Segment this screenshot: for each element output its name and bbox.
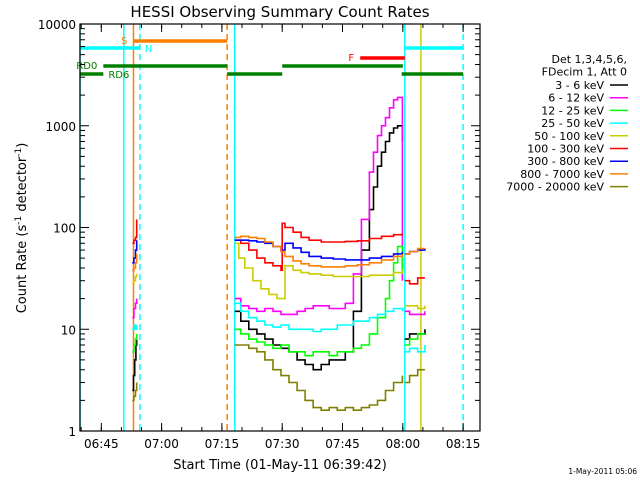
series-line-3-seg-1 xyxy=(234,302,404,333)
legend-label-6: 300 - 800 keV xyxy=(527,155,604,168)
x-axis-label: Start Time (01-May-11 06:39:42) xyxy=(173,458,387,473)
x-tick-label-0: 06:45 xyxy=(84,437,119,451)
series-line-6-seg-0 xyxy=(132,240,138,264)
series-line-4-seg-0 xyxy=(132,273,138,285)
series-line-8-seg-1 xyxy=(234,344,404,411)
series-line-8-seg-2 xyxy=(404,368,425,384)
series-line-4-seg-1 xyxy=(234,242,404,300)
axes: 06:45 07:00 07:15 07:30 07:45 08:00 08:15 1 10 10… xyxy=(38,18,481,451)
series-line-2-seg-0 xyxy=(132,333,138,353)
series-line-0-seg-0 xyxy=(132,339,138,392)
series-line-3-seg-0 xyxy=(132,324,138,331)
y-tick-label-4: 10000 xyxy=(38,18,76,32)
series-line-8-seg-0 xyxy=(132,382,138,402)
footer-timestamp: 1-May-2011 05:06 xyxy=(568,467,637,476)
y-tick-label-3: 1000 xyxy=(45,120,76,134)
status-bars: S N F RD0 RD6 xyxy=(76,36,464,81)
legend-header-1: FDecim 1, Att 0 xyxy=(542,66,627,79)
legend-header-0: Det 1,3,4,5,6, xyxy=(551,53,627,66)
status-bar-label-1: N xyxy=(145,44,152,55)
y-tick-label-2: 100 xyxy=(53,222,76,236)
series-line-7-seg-2 xyxy=(404,247,425,255)
x-tick-label-5: 08:00 xyxy=(386,437,421,451)
chart-title: HESSI Observing Summary Count Rates xyxy=(130,3,429,21)
y-tick-label-1: 10 xyxy=(61,323,76,337)
status-bar-label-3: F xyxy=(348,53,354,64)
series-line-7-seg-1 xyxy=(234,235,404,268)
series-line-2-seg-2 xyxy=(404,333,425,346)
x-tick-label-6: 08:15 xyxy=(446,437,481,451)
y-tick-label-0: 1 xyxy=(68,425,76,439)
series-line-5-seg-0 xyxy=(132,219,138,245)
series-line-3-seg-2 xyxy=(404,345,426,353)
x-tick-label-4: 07:45 xyxy=(325,437,360,451)
y-label-superscript: -1 xyxy=(14,216,24,225)
y-label-text: ) xyxy=(15,143,30,148)
y-label-text: Count Rate (s xyxy=(15,225,30,314)
series-line-2-seg-1 xyxy=(234,245,404,357)
y-label-superscript: -1 xyxy=(14,148,24,157)
legend-label-3: 25 - 50 keV xyxy=(541,117,604,130)
series-line-6-seg-1 xyxy=(234,239,404,261)
y-axis-label: Count Rate (s-1 detector-1) xyxy=(14,143,30,314)
series-line-5-seg-1 xyxy=(234,222,404,272)
series-line-4-seg-2 xyxy=(404,305,426,310)
series-line-1-seg-0 xyxy=(132,298,138,319)
series-group xyxy=(132,96,426,411)
legend-label-2: 12 - 25 keV xyxy=(541,104,604,117)
legend-label-7: 800 - 7000 keV xyxy=(520,168,604,181)
status-bar-label-6: RD6 xyxy=(108,70,129,81)
legend: Det 1,3,4,5,6,FDecim 1, Att 03 - 6 keV6 … xyxy=(506,53,628,194)
y-label-text: detector xyxy=(15,156,30,216)
legend-label-5: 100 - 300 keV xyxy=(527,143,604,156)
status-bar-label-4: RD0 xyxy=(76,61,97,72)
legend-label-1: 6 - 12 keV xyxy=(548,92,604,105)
x-tick-label-2: 07:15 xyxy=(205,437,240,451)
series-line-5-seg-2 xyxy=(404,277,425,285)
x-tick-label-3: 07:30 xyxy=(265,437,300,451)
legend-label-4: 50 - 100 keV xyxy=(534,130,604,143)
series-line-1-seg-2 xyxy=(404,310,426,316)
status-bar-label-0: S xyxy=(121,36,127,47)
legend-label-0: 3 - 6 keV xyxy=(555,79,604,92)
series-line-0-seg-1 xyxy=(234,125,404,371)
series-line-1-seg-1 xyxy=(234,96,404,316)
series-line-7-seg-0 xyxy=(132,253,138,272)
legend-label-8: 7000 - 20000 keV xyxy=(506,181,604,194)
x-tick-label-1: 07:00 xyxy=(144,437,179,451)
